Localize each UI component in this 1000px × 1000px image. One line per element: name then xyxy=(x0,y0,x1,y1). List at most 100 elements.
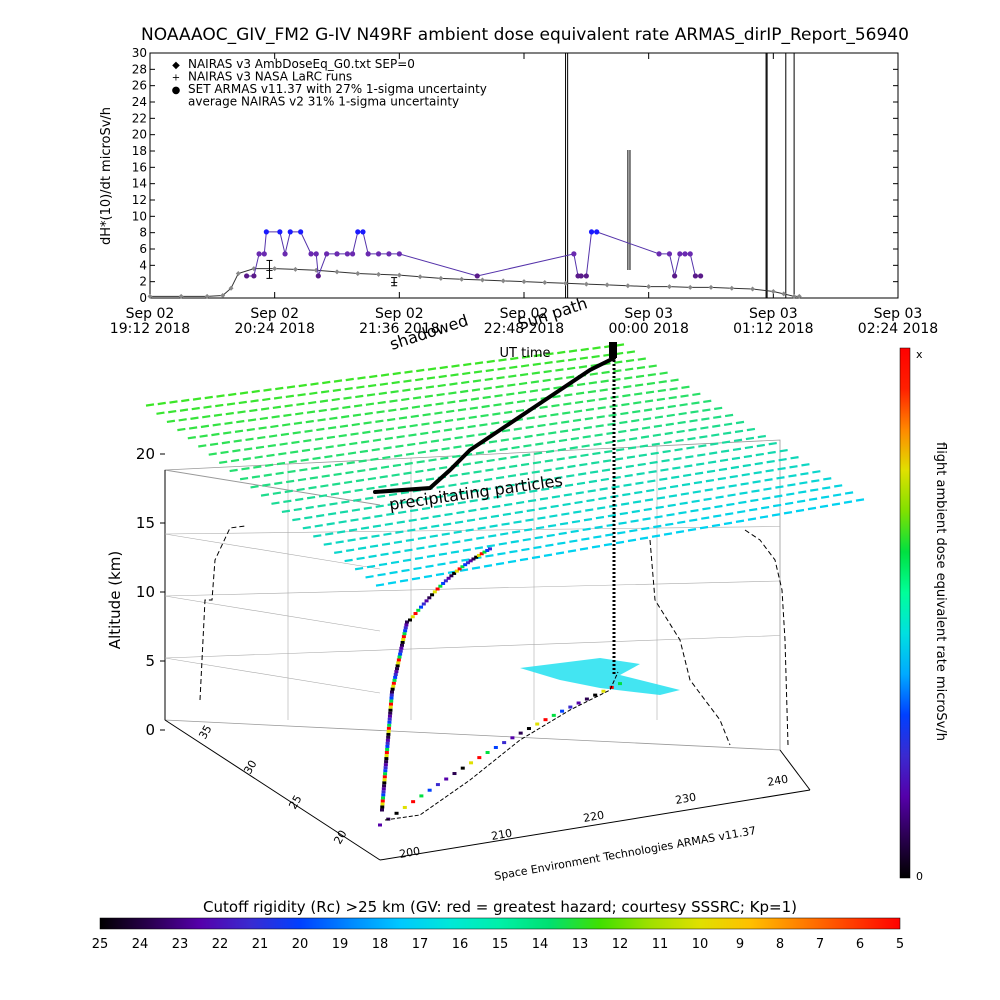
particle-mark xyxy=(586,498,595,503)
particle-mark xyxy=(321,474,330,478)
particle-mark xyxy=(342,405,351,410)
particle-mark xyxy=(537,516,546,520)
particle-mark xyxy=(742,463,751,468)
track-point xyxy=(468,559,473,563)
particle-mark xyxy=(621,402,630,407)
y-tick-label: 18 xyxy=(132,144,147,158)
particle-mark xyxy=(673,457,682,461)
particle-mark xyxy=(268,434,278,438)
particle-mark xyxy=(461,380,470,385)
legend-marker: ● xyxy=(172,85,181,96)
cutoff-tick-label: 12 xyxy=(612,937,629,952)
particle-mark xyxy=(527,499,537,503)
particle-mark xyxy=(443,428,453,432)
armas-point xyxy=(672,273,678,279)
particle-mark xyxy=(381,542,391,546)
track-point xyxy=(398,649,403,653)
particle-mark xyxy=(709,451,718,455)
particle-mark xyxy=(530,479,539,484)
particle-mark xyxy=(647,373,657,377)
track-point xyxy=(380,808,384,812)
grid-line xyxy=(164,657,381,694)
particle-mark xyxy=(529,389,539,393)
particle-mark xyxy=(317,504,326,508)
particle-mark xyxy=(635,374,645,379)
nairas-point xyxy=(438,275,444,281)
particle-mark xyxy=(403,379,412,383)
particle-mark xyxy=(440,456,449,460)
particle-mark xyxy=(718,467,728,472)
particle-mark xyxy=(374,514,383,518)
armas-point xyxy=(298,229,304,235)
particle-mark xyxy=(454,520,464,524)
cutoff-tick-label: 11 xyxy=(652,937,669,952)
particle-mark xyxy=(254,455,263,459)
particle-mark xyxy=(203,405,212,409)
particle-mark xyxy=(767,450,776,455)
particle-mark xyxy=(663,532,673,536)
particle-mark xyxy=(339,510,349,514)
particle-mark xyxy=(735,420,745,425)
nairas-point xyxy=(796,293,802,299)
particle-mark xyxy=(285,394,294,399)
particle-mark xyxy=(680,492,690,496)
particle-mark xyxy=(561,420,570,424)
particle-mark xyxy=(278,452,287,456)
armas-point xyxy=(287,229,293,235)
particle-mark xyxy=(625,358,635,363)
particle-mark xyxy=(823,477,832,481)
particle-mark xyxy=(521,547,530,552)
particle-mark xyxy=(344,558,353,563)
particle-mark xyxy=(554,377,563,381)
particle-mark xyxy=(416,368,425,373)
grid-line xyxy=(164,635,781,659)
particle-mark xyxy=(634,383,644,387)
track-point xyxy=(488,547,492,551)
particle-mark xyxy=(191,406,200,411)
track-point xyxy=(386,735,391,739)
particle-mark xyxy=(495,562,505,566)
armas-point xyxy=(682,251,688,257)
cutoff-tick-label: 22 xyxy=(212,937,229,952)
y-tick-label: 28 xyxy=(132,62,147,76)
particle-mark xyxy=(657,388,666,393)
armas-point xyxy=(324,251,330,257)
track-point xyxy=(568,705,573,709)
particle-mark xyxy=(192,397,202,401)
particle-mark xyxy=(627,538,637,543)
particle-mark xyxy=(558,438,568,443)
particle-mark xyxy=(264,463,274,467)
particle-mark xyxy=(263,388,272,392)
particle-mark xyxy=(550,413,559,417)
particle-mark xyxy=(452,454,461,459)
particle-mark xyxy=(522,453,531,457)
particle-mark xyxy=(233,439,242,443)
particle-mark xyxy=(339,424,349,428)
track-point xyxy=(398,652,403,656)
particle-mark xyxy=(447,570,457,574)
particle-mark xyxy=(685,455,694,459)
particle-mark xyxy=(446,409,455,414)
track-point xyxy=(618,682,622,686)
particle-mark xyxy=(585,508,594,512)
particle-mark xyxy=(580,453,589,458)
particle-mark xyxy=(642,417,652,421)
particle-mark xyxy=(440,542,449,546)
particle-mark xyxy=(333,472,342,477)
track-point xyxy=(381,793,386,797)
particle-mark xyxy=(796,499,806,504)
particle-mark xyxy=(843,500,853,504)
track-point xyxy=(424,599,429,603)
particle-mark xyxy=(410,414,419,419)
grid-line xyxy=(164,580,781,597)
particle-mark xyxy=(533,545,542,550)
y-tick-label: 24 xyxy=(132,95,147,109)
particle-mark xyxy=(437,383,446,388)
particle-mark xyxy=(258,426,267,430)
particle-mark xyxy=(544,459,554,463)
particle-mark xyxy=(228,392,237,397)
particle-mark xyxy=(507,383,516,387)
particle-mark xyxy=(783,511,793,515)
particle-mark xyxy=(251,389,260,394)
particle-mark xyxy=(726,502,735,507)
